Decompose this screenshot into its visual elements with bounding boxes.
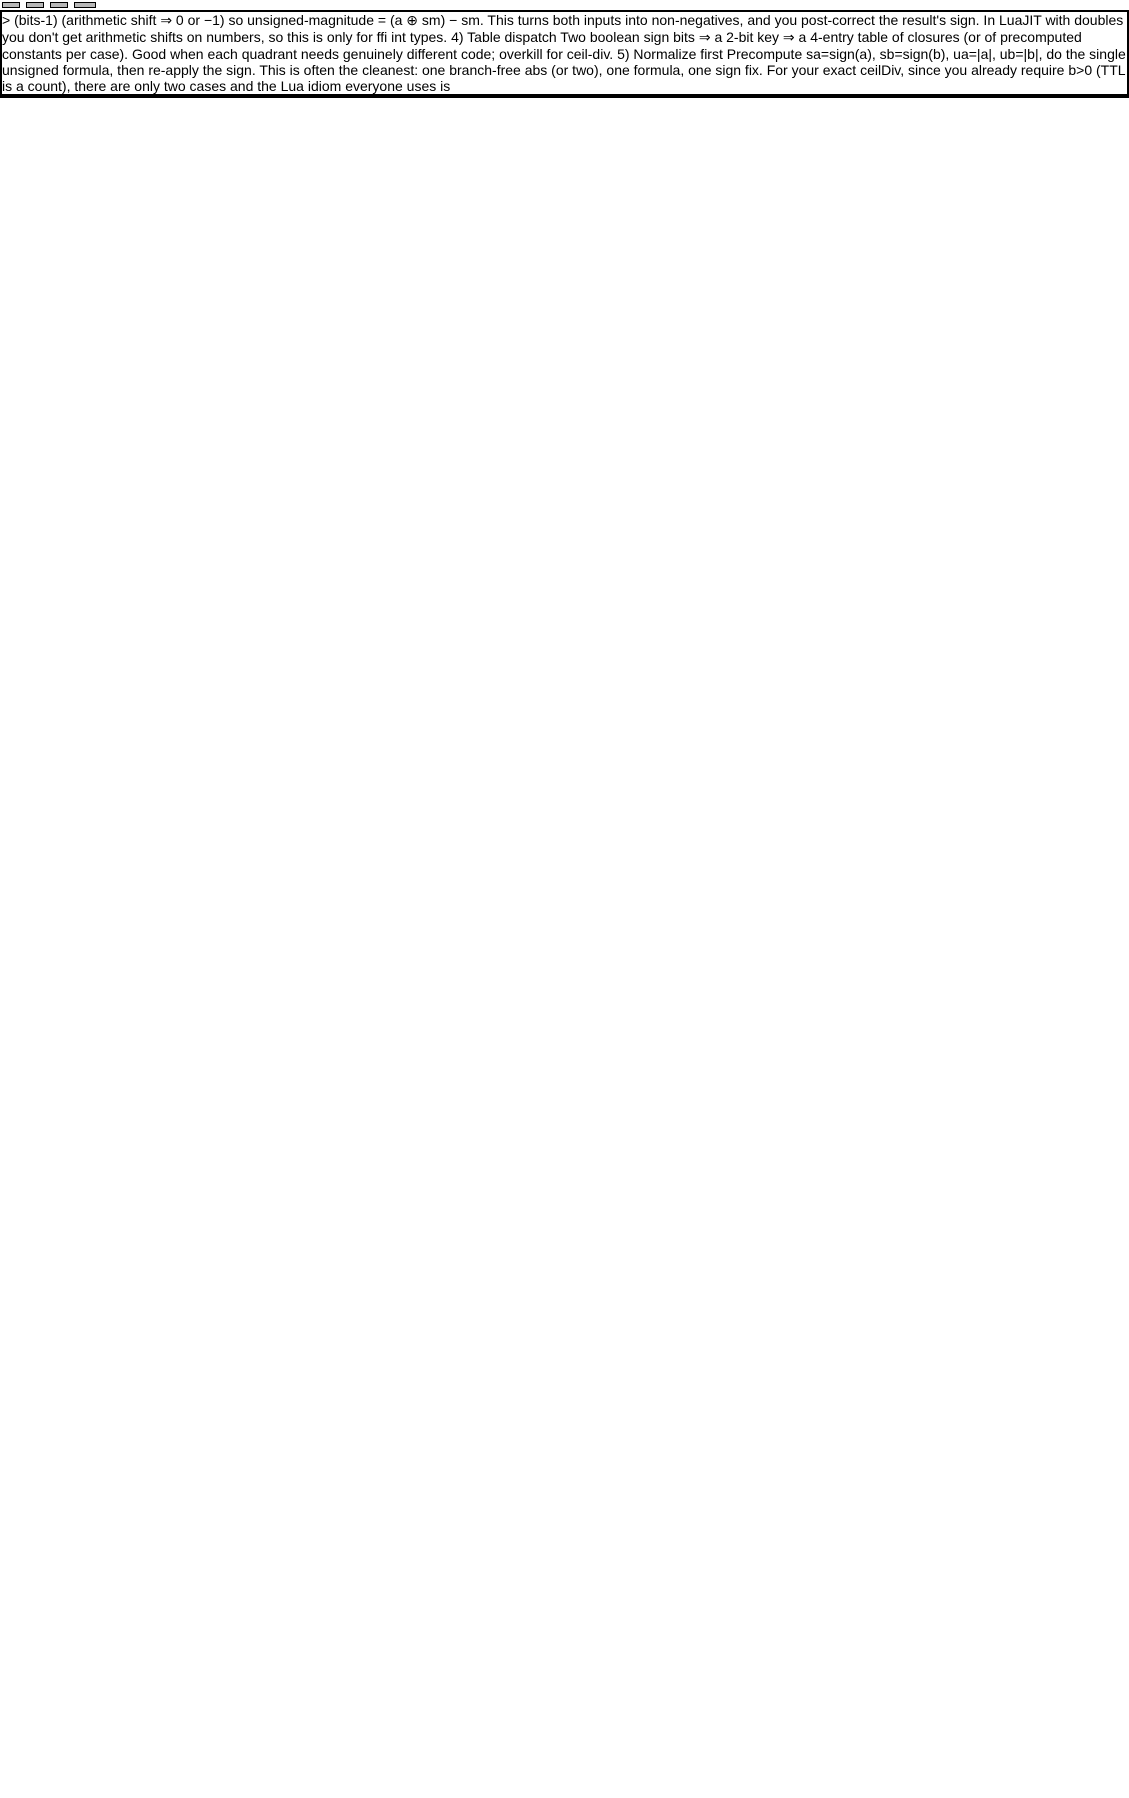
- form-header: > (bits-1) (arithmetic shift ⇒ 0 or −1) …: [2, 12, 1127, 96]
- submission-date: [74, 2, 96, 8]
- efile-button[interactable]: [2, 2, 20, 8]
- print-button[interactable]: [50, 2, 68, 8]
- form-frame: > (bits-1) (arithmetic shift ⇒ 0 or −1) …: [0, 10, 1129, 98]
- top-toolbar: [0, 0, 1129, 10]
- graphic-button[interactable]: [26, 2, 44, 8]
